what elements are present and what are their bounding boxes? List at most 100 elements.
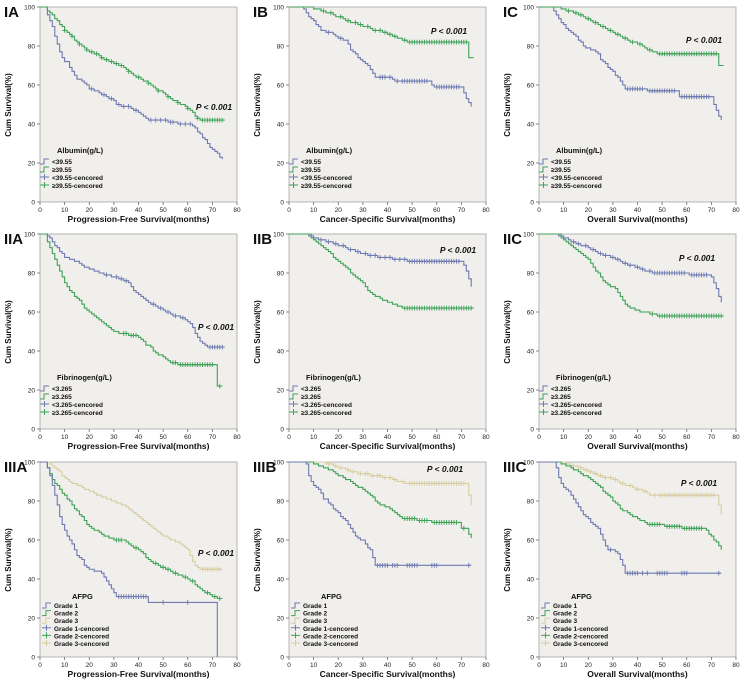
x-tick-label: 40 [634, 207, 642, 214]
censor-mark [615, 257, 620, 263]
censor-mark [698, 525, 704, 531]
x-tick-label: 60 [683, 662, 691, 669]
y-tick-label: 40 [277, 349, 285, 356]
y-tick-label: 20 [28, 615, 36, 622]
legend-censored-icon [540, 639, 550, 646]
legend-item-label: Grade 3-cencored [303, 641, 358, 648]
legend-item-label: ≥39.55-cencored [301, 183, 352, 190]
y-tick-label: 100 [273, 232, 284, 239]
y-tick-label: 20 [277, 615, 285, 622]
legend-item-label: Grade 1 [303, 603, 328, 610]
legend-step-icon [289, 393, 299, 400]
legend-item-label: <39.55 [301, 159, 321, 166]
legend-item-label: ≥3.265 [52, 394, 72, 401]
p-value-label: P < 0.001 [431, 26, 468, 36]
legend-item-label: Grade 3-cencored [553, 641, 608, 648]
x-tick-label: 70 [458, 662, 466, 669]
y-tick-label: 60 [526, 82, 534, 89]
x-tick-label: 80 [233, 207, 241, 214]
censor-mark [180, 315, 186, 321]
censor-mark [153, 560, 159, 566]
censor-mark [642, 488, 647, 494]
censor-mark [466, 562, 472, 568]
legend-step-icon [41, 602, 51, 609]
y-tick-label: 100 [523, 232, 534, 239]
legend-item-label: Grade 1-cencored [303, 625, 358, 632]
series-line-<39.55 [39, 6, 223, 160]
legend-step-icon [39, 158, 49, 165]
censor-mark [615, 31, 620, 37]
censor-mark [219, 117, 225, 123]
x-tick-label: 80 [483, 662, 491, 669]
y-tick-label: 80 [28, 271, 36, 278]
panel-label-IIC: IIC [503, 231, 522, 248]
censor-mark [333, 463, 339, 468]
y-tick-label: 60 [277, 310, 285, 317]
legend-step-icon [540, 617, 550, 624]
y-tick-label: 20 [526, 388, 534, 395]
x-tick-label: 10 [310, 662, 318, 669]
censor-mark [573, 10, 578, 16]
legend-item-label: <39.55 [52, 159, 72, 166]
censor-mark [681, 270, 687, 276]
km-panel-IIIB: IIIB Cum Survival(%) 0 20 40 60 80 100 0 10 20 30 40… [253, 459, 491, 679]
x-tick-label: 20 [584, 207, 592, 214]
y-tick-label: 0 [281, 199, 285, 206]
y-axis-title: Cum Survival(%) [503, 300, 512, 364]
censor-mark [76, 41, 82, 47]
y-tick-label: 60 [277, 537, 285, 544]
y-tick-label: 80 [526, 498, 534, 505]
censor-mark [387, 255, 393, 261]
censor-mark [62, 27, 68, 33]
x-tick-label: 20 [86, 207, 94, 214]
x-tick-label: 60 [433, 434, 441, 441]
series-line-Grade 3 [538, 461, 722, 515]
censor-mark [104, 272, 109, 278]
censor-mark [153, 117, 159, 123]
censor-mark [607, 27, 613, 33]
legend-item-label: <39.55-cencored [551, 175, 602, 182]
legend-item-label: <3.265 [551, 386, 571, 393]
legend-censored-icon [538, 409, 548, 416]
x-tick-label: 10 [310, 434, 318, 441]
km-panel-IIB: IIB Cum Survival(%) 0 20 40 60 80 100 0 10 20 30 40 5… [253, 231, 490, 451]
censor-mark [565, 8, 571, 14]
censor-mark [607, 547, 613, 552]
legend-item-label: <3.265 [301, 386, 321, 393]
x-axis-title: Overall Survival(months) [587, 669, 688, 679]
x-tick-label: 20 [584, 434, 592, 441]
censor-mark [392, 257, 398, 263]
plot-area [288, 461, 487, 658]
censor-mark [647, 268, 652, 274]
censor-mark [173, 570, 178, 576]
censor-mark [219, 345, 225, 350]
censor-mark [644, 570, 650, 576]
censor-mark [148, 117, 154, 123]
y-tick-label: 0 [530, 199, 534, 206]
x-axis-title: Cancer-Specific Survival(months) [320, 669, 456, 679]
plot-area [39, 461, 238, 658]
censor-mark [373, 27, 378, 33]
censor-mark [619, 480, 625, 486]
censor-mark [160, 599, 166, 605]
censor-mark [346, 18, 351, 24]
censor-mark [195, 115, 200, 121]
censor-mark [647, 47, 652, 53]
censor-mark [575, 241, 581, 247]
y-tick-label: 100 [523, 459, 534, 466]
x-tick-label: 20 [335, 207, 343, 214]
censor-mark [718, 313, 724, 319]
x-tick-label: 20 [335, 434, 343, 441]
censor-mark [170, 119, 176, 125]
y-tick-label: 60 [526, 310, 534, 317]
legend-item-label: Grade 1-cencored [54, 625, 109, 632]
p-value-label: P < 0.001 [681, 478, 718, 488]
censor-mark [126, 104, 132, 109]
x-tick-label: 70 [707, 434, 715, 441]
p-value-label: P < 0.001 [196, 102, 233, 112]
censor-mark [400, 478, 406, 484]
x-tick-label: 50 [160, 434, 168, 441]
x-tick-label: 0 [38, 207, 42, 214]
x-tick-label: 70 [707, 662, 715, 669]
legend-item-label: ≥39.55-cencored [52, 183, 103, 190]
